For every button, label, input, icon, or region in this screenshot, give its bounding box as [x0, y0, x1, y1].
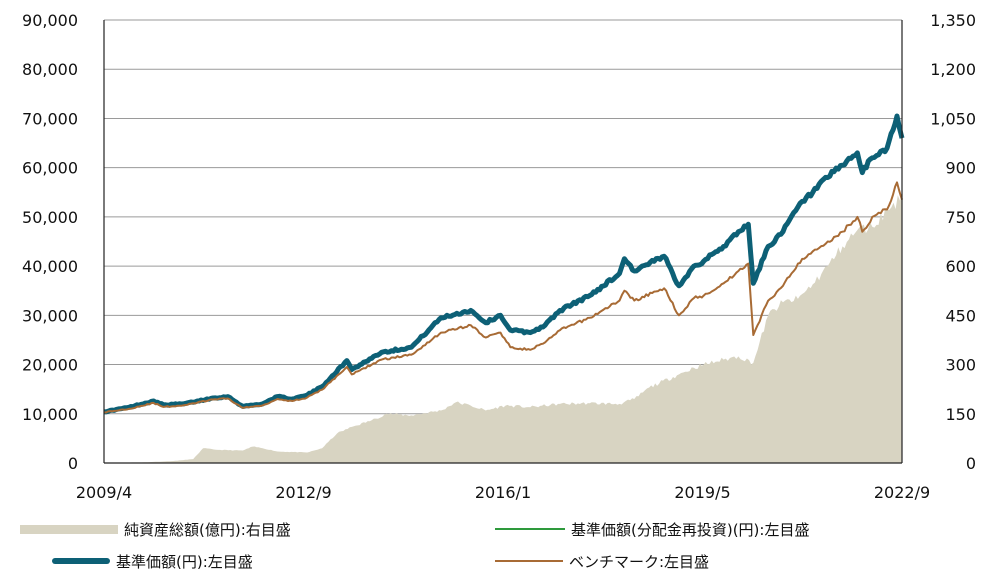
x-tick-label: 2019/5	[674, 483, 730, 502]
left-tick-label: 30,000	[22, 306, 78, 325]
legend-item-benchmark: ベンチマーク:左目盛	[495, 550, 709, 572]
line-benchmark	[103, 181, 903, 414]
right-tick-label: 450	[945, 306, 976, 325]
left-tick-label: 60,000	[22, 159, 78, 178]
left-tick-label: 40,000	[22, 257, 78, 276]
area-net-assets	[104, 195, 902, 464]
legend-swatch-nav-reinvested	[495, 528, 565, 530]
right-tick-label: 300	[945, 356, 976, 375]
grid-lines	[104, 19, 902, 464]
left-tick-label: 90,000	[22, 11, 78, 30]
legend-label-nav-reinvested: 基準価額(分配金再投資)(円):左目盛	[571, 520, 810, 539]
right-tick-label: 900	[945, 159, 976, 178]
right-axis-ticks: 0 150 300 450 600 750 900 1,050 1,200 1,350	[930, 11, 976, 473]
left-tick-label: 80,000	[22, 60, 78, 79]
x-tick-label: 2009/4	[76, 483, 132, 502]
legend-item-nav: 基準価額(円):左目盛	[52, 550, 253, 572]
right-tick-label: 750	[945, 208, 976, 227]
legend-item-nav-reinvested: 基準価額(分配金再投資)(円):左目盛	[495, 518, 809, 540]
right-tick-label: 600	[945, 257, 976, 276]
right-tick-label: 1,200	[930, 60, 976, 79]
left-axis-ticks: 0 10,000 20,000 30,000 40,000 50,000 60,000 70,…	[22, 11, 78, 473]
legend-label-net-assets: 純資産総額(億円):右目盛	[124, 520, 291, 539]
x-tick-label: 2012/9	[275, 483, 331, 502]
right-tick-label: 1,350	[930, 11, 976, 30]
legend: 純資産総額(億円):右目盛 基準価額(分配金再投資)(円):左目盛 基準価額(円…	[0, 510, 983, 582]
line-layer	[103, 113, 905, 415]
axes	[103, 20, 903, 464]
left-tick-label: 0	[68, 454, 78, 473]
x-tick-label: 2016/1	[475, 483, 531, 502]
x-axis-ticks: 2009/4 2012/9 2016/1 2019/5 2022/9	[76, 483, 930, 502]
left-tick-label: 50,000	[22, 208, 78, 227]
left-tick-label: 10,000	[22, 405, 78, 424]
right-tick-label: 150	[945, 405, 976, 424]
legend-item-net-assets: 純資産総額(億円):右目盛	[20, 518, 291, 540]
legend-swatch-net-assets	[20, 524, 118, 534]
legend-swatch-nav	[52, 558, 110, 564]
fund-performance-chart: 0 10,000 20,000 30,000 40,000 50,000 60,000 70,…	[22, 11, 976, 502]
legend-swatch-benchmark	[495, 560, 563, 562]
area-layer	[104, 195, 902, 464]
left-tick-label: 70,000	[22, 109, 78, 128]
legend-label-nav: 基準価額(円):左目盛	[116, 552, 253, 571]
legend-label-benchmark: ベンチマーク:左目盛	[569, 552, 710, 571]
x-tick-label: 2022/9	[874, 483, 930, 502]
line-nav	[103, 113, 905, 415]
right-tick-label: 0	[966, 454, 976, 473]
right-tick-label: 1,050	[930, 109, 976, 128]
left-tick-label: 20,000	[22, 356, 78, 375]
